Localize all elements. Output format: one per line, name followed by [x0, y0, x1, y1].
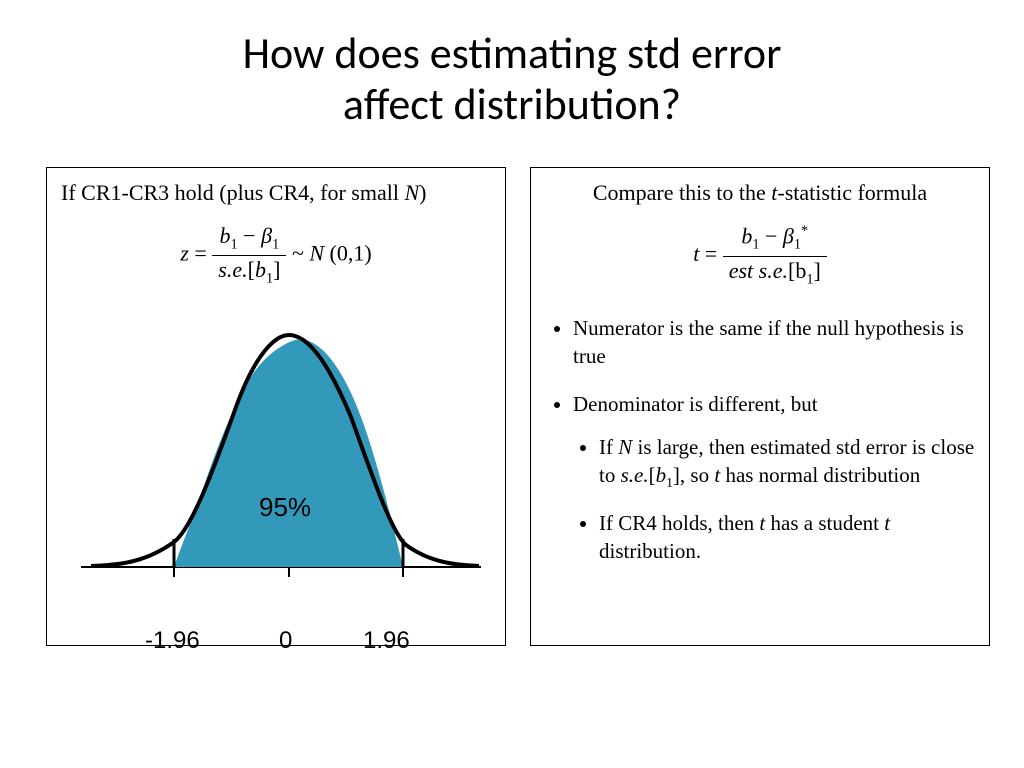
t-num-betasub: 1	[794, 237, 801, 253]
b2a-end: has normal distribution	[720, 463, 920, 487]
subbullet-cr4: If CR4 holds, then t has a student t dis…	[599, 509, 975, 566]
z-num-b: b	[220, 223, 231, 248]
z-dist-args: (0,1)	[330, 241, 372, 266]
bullet-numerator: Numerator is the same if the null hypoth…	[573, 314, 975, 371]
right-bullets: Numerator is the same if the null hypoth…	[545, 314, 975, 566]
z-num-bsub: 1	[231, 237, 238, 253]
left-heading-post: )	[419, 180, 426, 205]
b2a-b: b	[656, 463, 667, 487]
slide: How does estimating std error affect dis…	[0, 0, 1024, 768]
t-num-b: b	[741, 224, 752, 249]
t-lhs: t	[693, 241, 699, 266]
left-heading: If CR1-CR3 hold (plus CR4, for small N)	[61, 180, 491, 206]
slide-title: How does estimating std error affect dis…	[32, 28, 992, 129]
b2a-se: s.e.	[621, 463, 649, 487]
b2b-t2: t	[884, 511, 890, 535]
bell-curve-chart: 95% -1.96 0 1.96	[61, 307, 491, 627]
right-heading-pre: Compare this to the	[593, 180, 771, 205]
z-num-beta: β	[261, 223, 272, 248]
subbullet-large-n: If N is large, then estimated std error …	[599, 433, 975, 493]
b2b-mid: has a student	[765, 511, 884, 535]
t-den-b: b	[795, 258, 806, 283]
b2b-pre: If CR4 holds, then	[599, 511, 759, 535]
right-heading-post: -statistic formula	[777, 180, 927, 205]
left-heading-n: N	[404, 180, 419, 205]
bell-fill	[174, 339, 403, 567]
t-num-beta: β	[783, 224, 794, 249]
z-lhs: z	[180, 241, 189, 266]
z-den-b: b	[255, 257, 266, 282]
b2b-end: distribution.	[599, 539, 701, 563]
right-panel: Compare this to the t-statistic formula …	[530, 167, 990, 646]
bullet-denominator: Denominator is different, but If N is la…	[573, 390, 975, 565]
z-formula: z = b1 − β1 s.e.[b1] ~ N (0,1)	[61, 224, 491, 287]
right-heading: Compare this to the t-statistic formula	[545, 180, 975, 206]
z-num-betasub: 1	[272, 237, 279, 253]
bullet-denominator-text: Denominator is different, but	[573, 392, 818, 416]
b2a-n: N	[618, 435, 632, 459]
z-den-se: s.e.	[218, 257, 247, 282]
tick-pos196: 1.96	[363, 627, 410, 655]
b2a-post: ], so	[673, 463, 714, 487]
b2a-pre: If	[599, 435, 618, 459]
t-num-betasup: *	[801, 223, 808, 239]
z-dist-n: N	[309, 241, 324, 266]
left-panel: If CR1-CR3 hold (plus CR4, for small N) …	[46, 167, 506, 646]
panel-row: If CR1-CR3 hold (plus CR4, for small N) …	[32, 167, 992, 646]
b2a-bsub: 1	[666, 475, 673, 490]
t-formula: t = b1 − β1* est s.e.[b1]	[545, 224, 975, 288]
title-line-2: affect distribution?	[343, 77, 681, 131]
t-num-bsub: 1	[752, 237, 759, 253]
bell-center-label: 95%	[259, 492, 311, 523]
title-line-1: How does estimating std error	[243, 26, 782, 80]
bell-curve-svg	[61, 307, 491, 597]
t-den-est: est s.e.	[729, 258, 788, 283]
left-heading-pre: If CR1-CR3 hold (plus CR4, for small	[61, 180, 404, 205]
tick-neg196: -1.96	[145, 627, 200, 655]
tick-zero: 0	[279, 627, 292, 655]
